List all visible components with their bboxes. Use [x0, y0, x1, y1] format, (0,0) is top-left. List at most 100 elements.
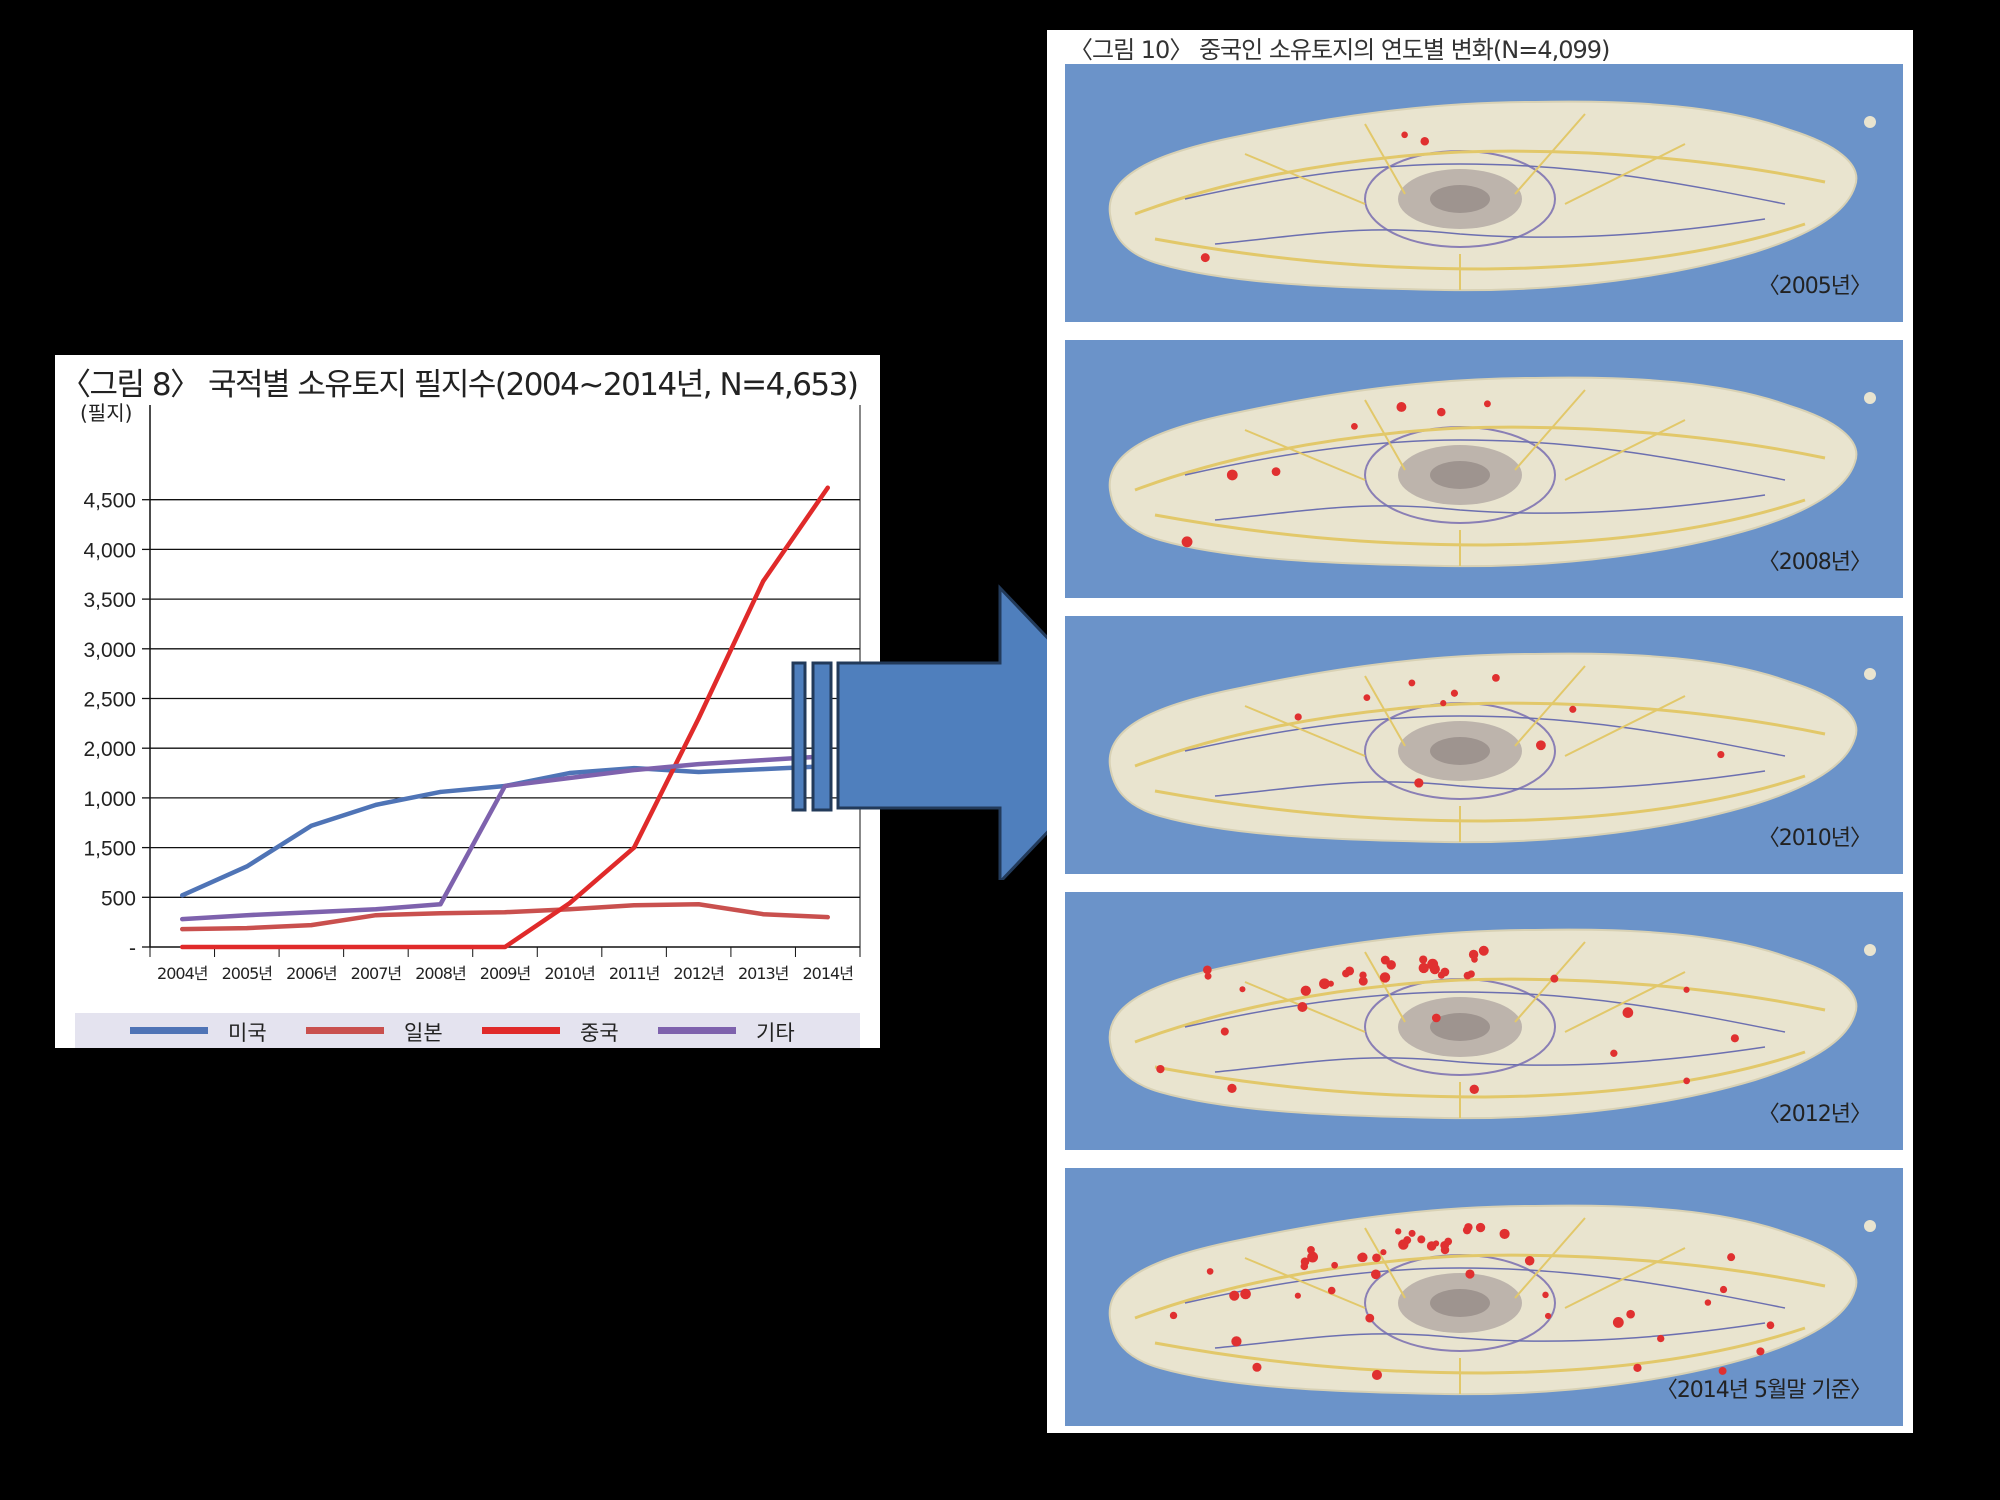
land-parcel-dot: [1319, 978, 1330, 990]
y-tick-label: 4,000: [83, 539, 136, 562]
data-point: [696, 716, 701, 721]
land-parcel-dot: [1204, 972, 1212, 980]
land-parcel-dot: [1610, 1049, 1618, 1057]
land-parcel-dot: [1478, 945, 1489, 956]
data-point: [503, 910, 507, 915]
islet: [1864, 392, 1876, 404]
land-parcel-dot: [1730, 1034, 1739, 1043]
land-parcel-dot: [1229, 1290, 1240, 1301]
x-tick-label: 2008년: [415, 964, 466, 983]
arrow-stripe-1: [791, 661, 807, 812]
land-parcel-dot: [1417, 1235, 1426, 1244]
jeju-map: 〈2014년 5월말 기준〉: [1065, 1168, 1903, 1426]
jeju-map: 〈2005년〉: [1065, 64, 1903, 322]
land-parcel-dot: [1633, 1363, 1642, 1372]
land-parcel-dot: [1683, 986, 1690, 993]
land-parcel-dot: [1475, 1222, 1486, 1233]
land-parcel-dot: [1766, 1321, 1775, 1330]
data-point: [438, 789, 443, 794]
jeju-map: 〈2012년〉: [1065, 892, 1903, 1150]
land-parcel-dot: [1717, 750, 1725, 759]
y-tick-label: 2,000: [83, 738, 136, 761]
land-parcel-dot: [1499, 1228, 1510, 1239]
land-parcel-dot: [1719, 1285, 1728, 1294]
land-parcel-dot: [1300, 985, 1311, 996]
mountain-peak: [1430, 1013, 1490, 1041]
legend-label: 중국: [580, 1021, 619, 1045]
road: [1184, 163, 1786, 205]
land-parcel-dot: [1371, 1369, 1383, 1380]
map-year-label: 〈2014년 5월말 기준〉: [1655, 1378, 1872, 1403]
land-parcel-dot: [1420, 136, 1430, 146]
land-parcel-dot: [1294, 713, 1302, 721]
y-tick-label: 3,000: [83, 639, 136, 662]
data-point: [438, 911, 443, 916]
land-parcel-dot: [1396, 402, 1407, 412]
land-parcel-dot: [1200, 253, 1210, 263]
road: [1154, 1050, 1806, 1099]
land-parcel-dot: [1386, 960, 1396, 970]
x-tick-label: 2009년: [480, 964, 531, 983]
land-parcel-dot: [1657, 1334, 1665, 1343]
land-parcel-dot: [1226, 469, 1238, 481]
legend-swatch: [306, 1027, 384, 1034]
y-tick-label: -: [129, 937, 136, 960]
y-tick-label: 1,500: [83, 838, 136, 861]
data-point: [438, 945, 443, 949]
land-parcel-dot: [1271, 467, 1281, 476]
data-point: [825, 915, 830, 920]
land-parcel-dot: [1358, 976, 1368, 986]
road: [1184, 991, 1786, 1033]
land-parcel-dot: [1414, 778, 1424, 788]
maps-title: 〈그림 10〉 중국인 소유토지의 연도별 변화(N=4,099): [1069, 36, 1610, 64]
series-line-일본: [180, 902, 830, 932]
road: [1134, 149, 1826, 216]
road: [1214, 218, 1766, 245]
land-parcel-dot: [1437, 971, 1445, 979]
data-point: [309, 910, 314, 915]
land-parcel-dot: [1379, 972, 1391, 983]
land-parcel-dot: [1227, 1083, 1237, 1094]
road: [1134, 1253, 1826, 1320]
land-parcel-dot: [1240, 1288, 1251, 1300]
data-point: [180, 893, 185, 898]
islet: [1864, 1220, 1876, 1232]
road: [1244, 389, 1686, 566]
data-point: [180, 945, 185, 949]
land-parcel-dot: [1372, 1253, 1381, 1263]
road: [1214, 1046, 1766, 1073]
data-point: [244, 945, 249, 949]
land-parcel-dot: [1169, 1311, 1178, 1320]
legend-swatch: [130, 1027, 208, 1034]
land-parcel-dot: [1203, 965, 1212, 975]
land-parcel-dot: [1463, 971, 1472, 980]
land-parcel-dot: [1718, 1367, 1727, 1375]
land-parcel-dot: [1345, 966, 1355, 976]
road: [1184, 715, 1786, 757]
road: [1214, 494, 1766, 521]
land-parcel-dot: [1433, 1240, 1440, 1247]
data-point: [244, 864, 249, 869]
land-parcel-dot: [1351, 423, 1358, 430]
data-point: [373, 802, 378, 807]
land-parcel-dot: [1220, 1027, 1229, 1036]
data-point: [761, 912, 766, 917]
land-parcel-dot: [1622, 1007, 1634, 1018]
data-point: [567, 776, 572, 781]
map-year-label: 〈2012년〉: [1757, 1102, 1872, 1127]
land-parcel-dot: [1536, 740, 1546, 751]
land-parcel-dot: [1468, 949, 1479, 960]
series-line-기타: [180, 753, 830, 922]
map-year-label: 〈2008년〉: [1757, 550, 1872, 575]
land-parcel-dot: [1363, 694, 1371, 702]
land-parcel-dot: [1156, 1064, 1165, 1074]
data-point: [309, 823, 314, 828]
land-parcel-dot: [1357, 1253, 1367, 1262]
road: [1134, 977, 1826, 1044]
land-parcel-dot: [1437, 407, 1446, 417]
land-parcel-dot: [1380, 1249, 1387, 1256]
land-parcel-dot: [1327, 1286, 1336, 1295]
x-tick-label: 2007년: [351, 964, 402, 983]
data-point: [761, 579, 766, 584]
x-tick-label: 2006년: [286, 964, 337, 983]
